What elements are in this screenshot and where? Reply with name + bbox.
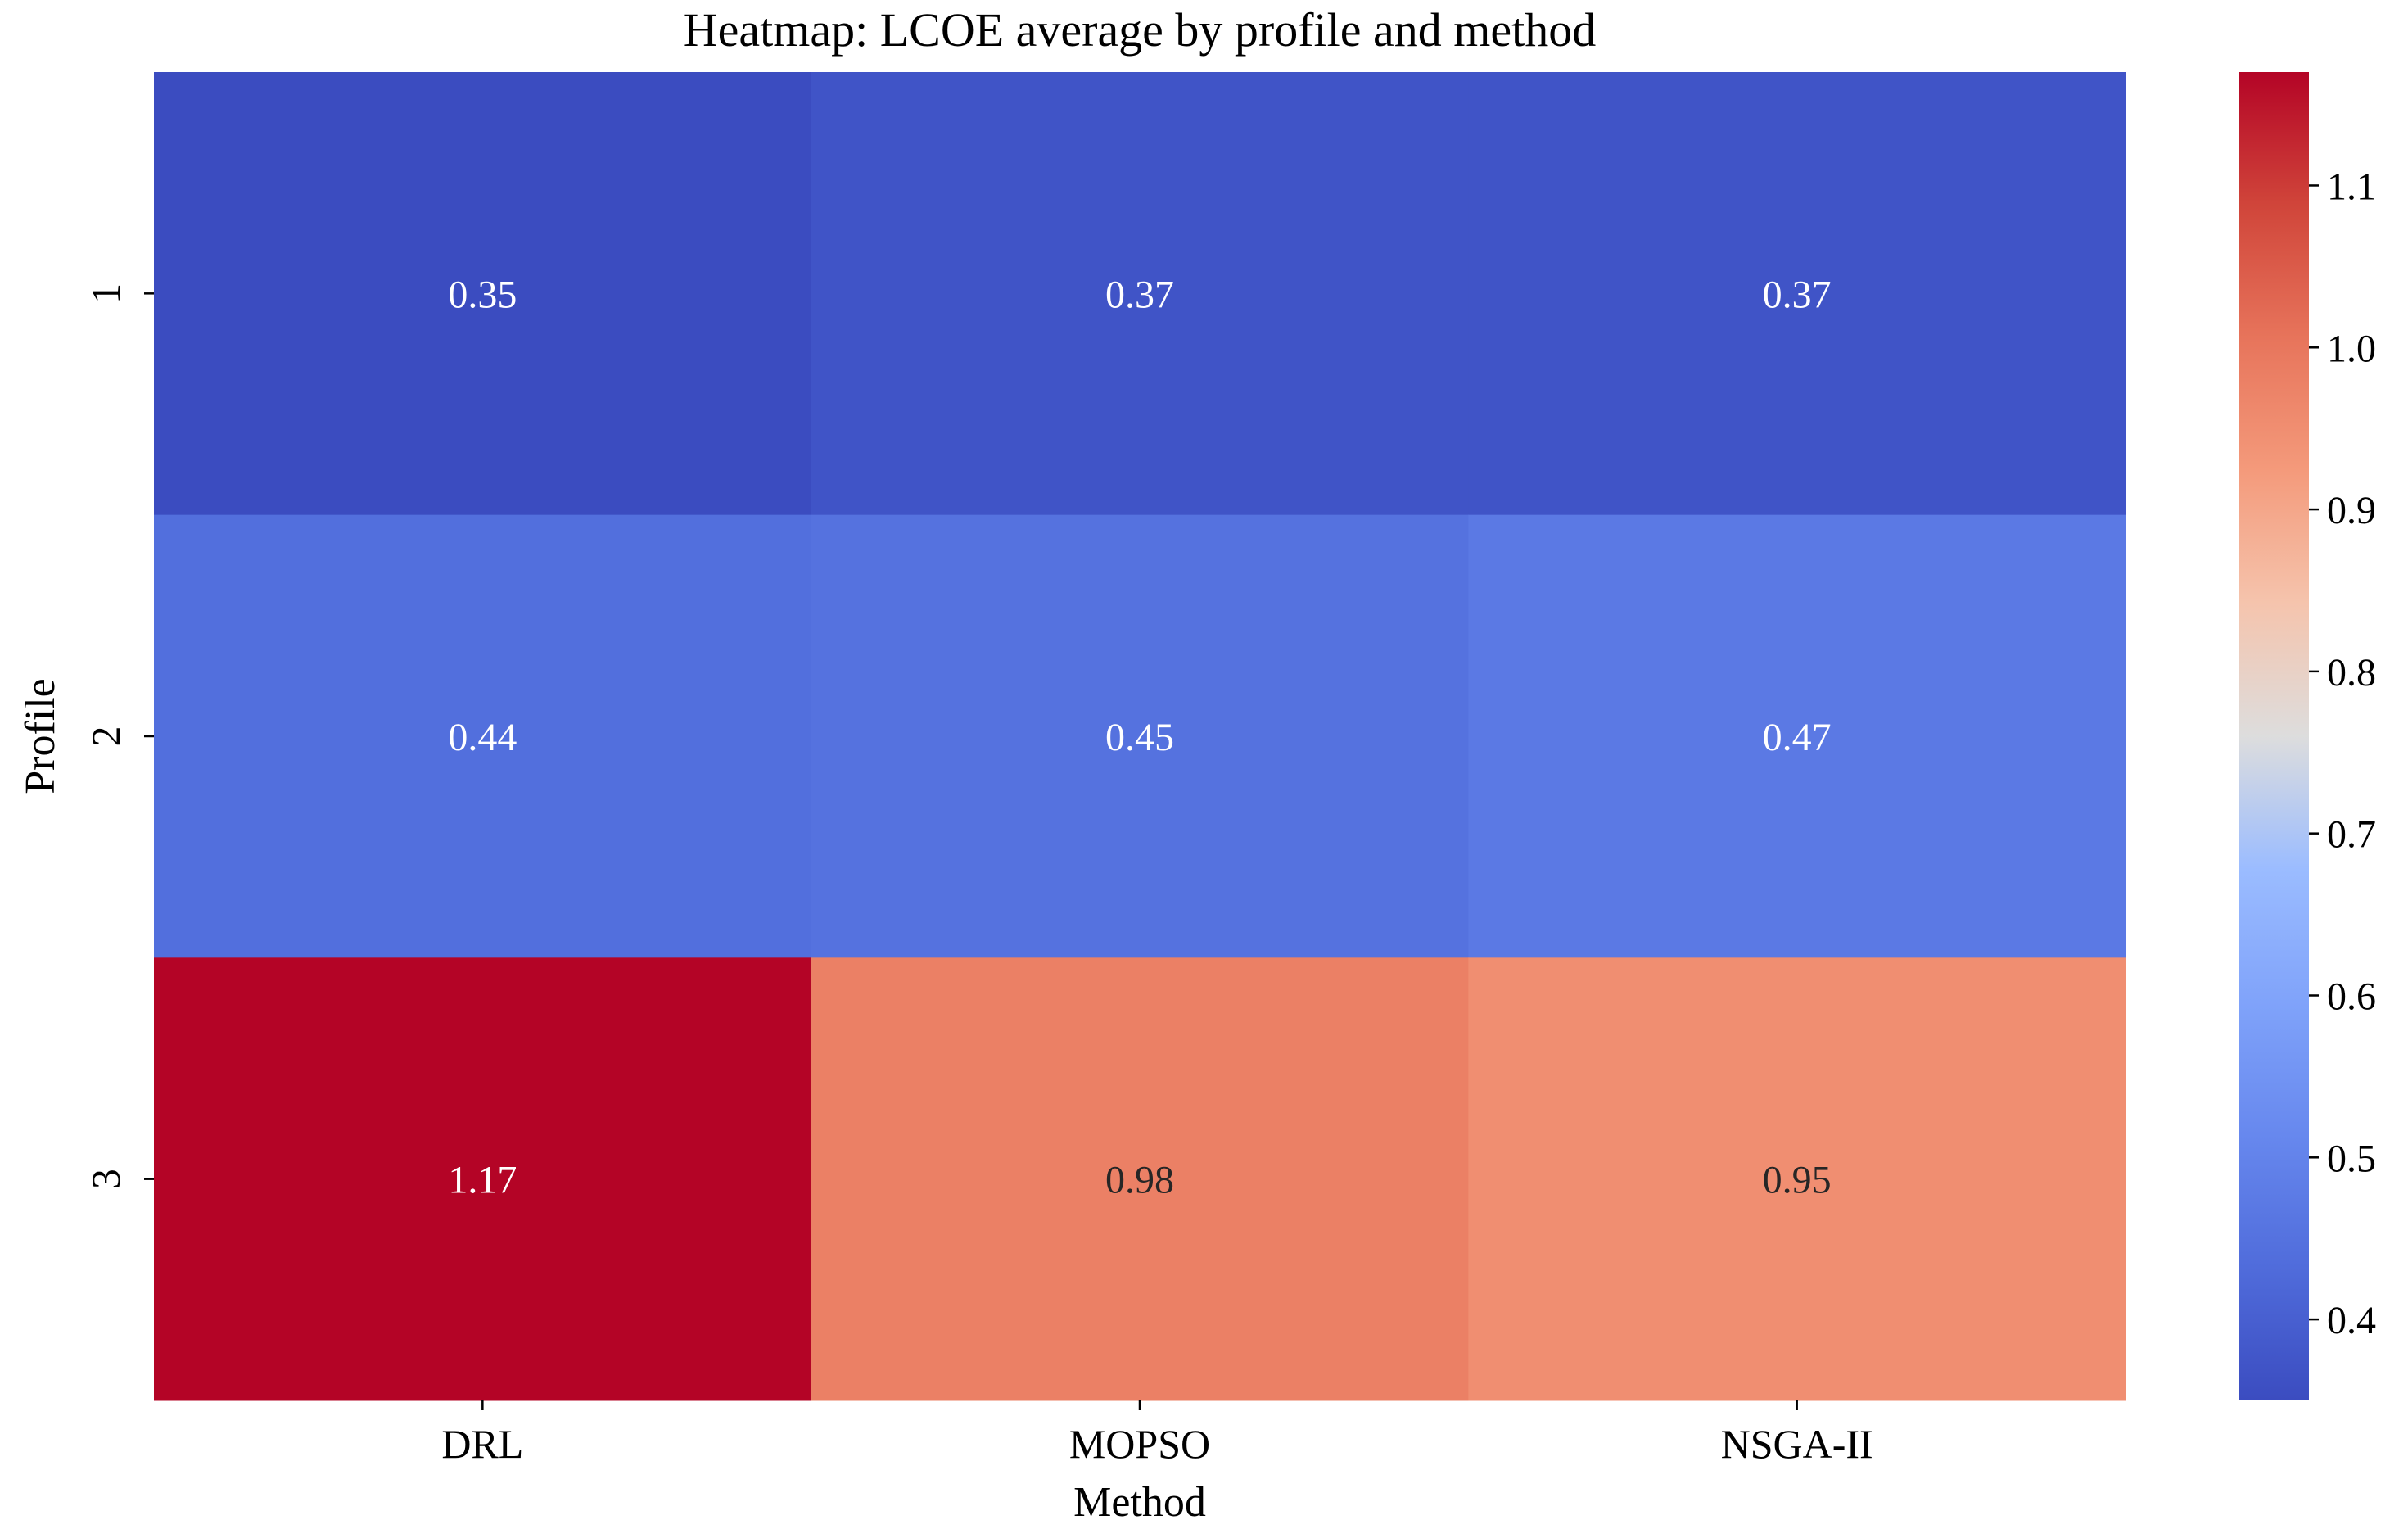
y-axis-label: Profile [17, 678, 64, 794]
cell-value-label: 0.47 [1763, 716, 1832, 759]
cell-value-label: 0.37 [1105, 273, 1174, 316]
x-tick-label: DRL [441, 1421, 523, 1467]
chart-title: Heatmap: LCOE average by profile and met… [684, 3, 1597, 57]
heatmap-cell-labels: 0.35 0.37 0.37 0.44 0.45 0.47 1.17 0.98 0.95 [448, 273, 1831, 1201]
colorbar-tick-label: 0.7 [2327, 813, 2376, 857]
heatmap-cells [154, 72, 2126, 1401]
colorbar-tick-label: 1.1 [2327, 165, 2376, 208]
colorbar-gradient [2239, 72, 2309, 1400]
colorbar-tick-label: 0.5 [2327, 1137, 2376, 1180]
heatmap-cell-3-2 [811, 957, 1469, 1401]
cell-value-label: 0.37 [1763, 273, 1832, 316]
y-tick-label: 3 [83, 1169, 129, 1189]
cell-value-label: 1.17 [448, 1159, 517, 1202]
y-axis: 1 2 3 Profile [17, 283, 154, 1189]
y-tick-label: 2 [83, 726, 129, 747]
colorbar-tick-label: 0.9 [2327, 489, 2376, 532]
colorbar-tick-label: 0.4 [2327, 1299, 2376, 1342]
heatmap-cell-1-1 [154, 72, 812, 516]
heatmap-cell-3-3 [1468, 957, 2126, 1401]
x-axis-label: Method [1073, 1479, 1206, 1526]
heatmap-cell-1-3 [1468, 72, 2126, 516]
cell-value-label: 0.98 [1105, 1159, 1174, 1202]
heatmap-cell-1-2 [811, 72, 1469, 516]
colorbar-tick-label: 1.0 [2327, 327, 2376, 370]
heatmap-cell-2-3 [1468, 514, 2126, 958]
heatmap-cell-3-1 [154, 957, 812, 1401]
cell-value-label: 0.35 [448, 273, 517, 316]
x-tick-label: NSGA-II [1721, 1421, 1873, 1467]
heatmap-cell-2-2 [811, 514, 1469, 958]
x-tick-label: MOPSO [1069, 1421, 1210, 1467]
x-axis: DRL MOPSO NSGA-II Method [441, 1400, 1873, 1526]
colorbar: 0.4 0.5 0.6 0.7 0.8 0.9 1.0 1.1 [2239, 72, 2376, 1400]
colorbar-tick-label: 0.8 [2327, 651, 2376, 694]
cell-value-label: 0.44 [448, 716, 517, 759]
cell-value-label: 0.45 [1105, 716, 1174, 759]
cell-value-label: 0.95 [1763, 1159, 1832, 1202]
heatmap-cell-2-1 [154, 514, 812, 958]
y-tick-label: 1 [83, 283, 129, 304]
colorbar-tick-label: 0.6 [2327, 975, 2376, 1018]
